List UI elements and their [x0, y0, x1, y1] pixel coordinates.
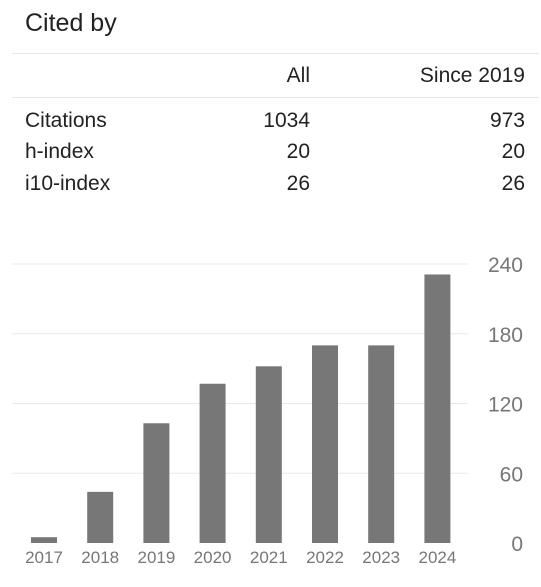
- row-value-since: 20: [501, 140, 525, 163]
- column-header-all: All: [286, 64, 310, 87]
- x-tick-labels: 2017 2018 2019 2020 2021 2022 2023 2024: [25, 548, 456, 567]
- row-value-all: 26: [286, 172, 310, 195]
- row-value-since: 26: [501, 172, 525, 195]
- bar-2023[interactable]: [368, 345, 395, 543]
- x-tick-label: 2019: [137, 548, 175, 567]
- bar-2018[interactable]: [87, 491, 114, 543]
- y-tick-labels: 0 60 120 180 240: [488, 254, 523, 556]
- panel-title: Cited by: [25, 9, 117, 37]
- column-header-since: Since 2019: [419, 64, 525, 87]
- y-tick-label: 240: [488, 254, 523, 277]
- row-label: Citations: [25, 109, 107, 132]
- x-tick-label: 2024: [418, 548, 456, 567]
- x-tick-label: 2022: [306, 548, 344, 567]
- row-value-since: 973: [489, 109, 525, 132]
- bar-2020[interactable]: [199, 383, 226, 543]
- y-tick-label: 60: [500, 463, 523, 486]
- y-tick-label: 120: [488, 394, 523, 417]
- y-tick-label: 180: [488, 324, 523, 347]
- bar-2017[interactable]: [31, 537, 57, 543]
- bar-2021[interactable]: [255, 366, 282, 543]
- x-tick-label: 2020: [194, 548, 232, 567]
- row-value-all: 20: [286, 140, 310, 163]
- x-tick-label: 2017: [25, 548, 63, 567]
- bar-2024[interactable]: [424, 274, 451, 543]
- bar-2019[interactable]: [143, 423, 170, 543]
- row-value-all: 1034: [263, 109, 310, 132]
- x-tick-label: 2021: [250, 548, 288, 567]
- row-label: i10-index: [25, 172, 111, 195]
- bars: [31, 274, 451, 543]
- x-tick-label: 2023: [362, 548, 400, 567]
- gridlines: [12, 263, 468, 474]
- header-divider: [12, 97, 539, 98]
- x-tick-label: 2018: [81, 548, 119, 567]
- title-divider: [12, 53, 539, 54]
- y-tick-label: 0: [511, 533, 523, 556]
- row-label: h-index: [25, 140, 94, 163]
- bar-2022[interactable]: [312, 345, 338, 543]
